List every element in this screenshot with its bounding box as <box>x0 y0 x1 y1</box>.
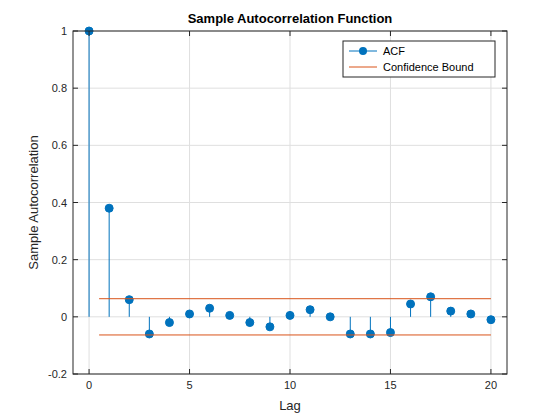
y-tick-label: 0.8 <box>52 82 67 94</box>
background <box>0 0 560 420</box>
x-axis-label: Lag <box>279 398 301 413</box>
y-tick-label: 0.2 <box>52 254 67 266</box>
x-tick-label: 10 <box>284 379 296 391</box>
y-tick <box>502 374 507 375</box>
y-tick <box>502 88 507 89</box>
stem <box>109 208 110 317</box>
legend-box <box>343 41 495 77</box>
y-tick <box>73 31 78 32</box>
data-group <box>85 27 495 338</box>
legend-swatch <box>349 67 377 68</box>
stem-marker <box>467 310 475 318</box>
plot-area <box>73 31 507 374</box>
stem-marker <box>346 330 354 338</box>
x-tick <box>89 369 90 374</box>
y-tick <box>502 145 507 146</box>
x-tick <box>189 369 190 374</box>
legend-label: ACF <box>383 45 405 57</box>
y-tick <box>73 145 78 146</box>
stem-marker <box>366 330 374 338</box>
x-tick <box>390 369 391 374</box>
x-tick-label: 15 <box>384 379 396 391</box>
confidence-line <box>99 334 491 335</box>
y-axis-label: Sample Autocorrelation <box>26 135 41 269</box>
stem-marker <box>326 313 334 321</box>
y-tick-label: -0.2 <box>48 368 67 380</box>
stem-marker <box>246 319 254 327</box>
y-tick-label: 0.6 <box>52 139 67 151</box>
stem-marker <box>105 204 113 212</box>
x-tick <box>89 31 90 36</box>
grid-line <box>73 202 507 203</box>
legend-marker <box>359 47 367 55</box>
grid-line <box>73 259 507 260</box>
x-tick <box>490 369 491 374</box>
stem-marker <box>145 330 153 338</box>
legend-label: Confidence Bound <box>383 61 474 73</box>
chart: 0 5 10 15 20 -0.2 0 0.2 0.4 0.6 0.8 1 Sample Autocor… <box>0 0 560 420</box>
y-tick-label: 0.4 <box>52 197 67 209</box>
stem-marker <box>226 311 234 319</box>
legend: ACF Confidence Bound <box>343 41 495 77</box>
y-tick <box>73 374 78 375</box>
x-tick <box>290 369 291 374</box>
title: Sample Autocorrelation Function <box>188 11 393 26</box>
grid-line <box>89 31 90 374</box>
stem-marker <box>125 296 133 304</box>
y-tick-label: 0 <box>61 311 67 323</box>
stem <box>89 31 90 317</box>
confidence-line <box>99 298 491 299</box>
grid-line <box>73 88 507 89</box>
stem-marker <box>407 300 415 308</box>
x-tick-label: 5 <box>186 379 192 391</box>
axes-box <box>73 31 507 374</box>
stem-marker <box>286 311 294 319</box>
y-tick <box>502 259 507 260</box>
y-tick <box>73 202 78 203</box>
x-tick <box>490 31 491 36</box>
y-tick <box>73 88 78 89</box>
y-tick-label: 1 <box>61 25 67 37</box>
x-tick <box>189 31 190 36</box>
y-tick <box>502 202 507 203</box>
stem-marker <box>266 323 274 331</box>
y-tick <box>73 259 78 260</box>
y-tick <box>502 31 507 32</box>
stem-marker <box>186 310 194 318</box>
stem-marker <box>487 316 495 324</box>
stem-marker <box>165 319 173 327</box>
x-tick-label: 0 <box>86 379 92 391</box>
y-tick <box>73 316 78 317</box>
x-tick <box>290 31 291 36</box>
y-tick <box>502 316 507 317</box>
grid-line <box>73 145 507 146</box>
x-tick <box>390 31 391 36</box>
x-tick-label: 20 <box>485 379 497 391</box>
stem-marker <box>447 307 455 315</box>
stem-marker <box>427 293 435 301</box>
stem-marker <box>306 306 314 314</box>
stem-marker <box>206 304 214 312</box>
